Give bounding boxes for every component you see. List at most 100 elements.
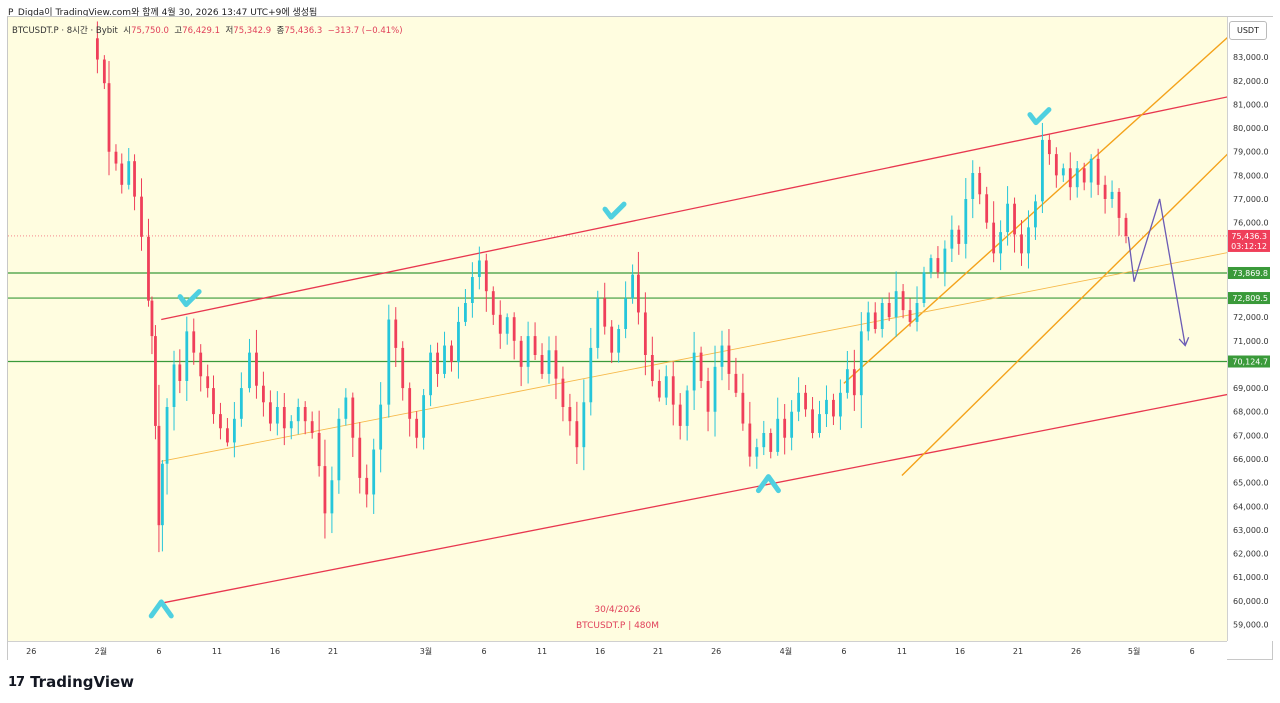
- candle-body: [470, 277, 474, 303]
- legend-open-label: 시: [123, 26, 132, 36]
- candle-body: [165, 407, 169, 464]
- candle: [1089, 154, 1093, 198]
- candle: [832, 393, 835, 426]
- candle-body: [650, 355, 654, 381]
- candle-body: [192, 331, 196, 353]
- candle: [1082, 162, 1086, 191]
- candle-body: [1027, 227, 1030, 254]
- candle-body: [596, 298, 600, 348]
- candle: [776, 397, 780, 456]
- candle-body: [832, 399, 835, 417]
- candle-body: [699, 352, 703, 381]
- candle-body: [936, 258, 940, 273]
- candle-body: [866, 312, 870, 332]
- candle-body: [379, 404, 383, 450]
- candle: [547, 336, 551, 384]
- candle-body: [1103, 184, 1107, 199]
- y-tick-label: 79,000.0: [1233, 148, 1269, 157]
- candle-body: [317, 433, 321, 467]
- chart-watermark: 30/4/2026 BTCUSDT.P | 480M: [0, 602, 1235, 634]
- x-tick-label: 4월: [780, 646, 792, 656]
- candle-body: [498, 314, 502, 334]
- candle: [1110, 180, 1114, 208]
- candle: [915, 286, 919, 332]
- candle-body: [95, 38, 99, 60]
- candle-body: [845, 369, 849, 393]
- candle: [678, 393, 682, 440]
- candle: [957, 225, 961, 255]
- candle-body: [1054, 154, 1058, 176]
- candle: [147, 218, 150, 307]
- candle: [1061, 163, 1065, 182]
- y-tick-label: 68,000.0: [1233, 408, 1269, 417]
- candle-body: [127, 161, 131, 185]
- x-tick-label: 21: [1013, 647, 1023, 656]
- candle-body: [657, 381, 661, 398]
- y-tick-label: 61,000.0: [1233, 573, 1269, 582]
- candle-body: [692, 352, 696, 391]
- candle: [936, 246, 940, 279]
- candle-body: [908, 310, 912, 322]
- candle: [379, 382, 383, 473]
- candle-body: [150, 300, 154, 337]
- x-tick-label: 16: [955, 647, 965, 656]
- candle-body: [443, 345, 446, 374]
- candle-body: [387, 319, 391, 405]
- y-tick-label: 59,000.0: [1233, 620, 1269, 629]
- price-axis[interactable]: [1227, 17, 1273, 641]
- candle: [999, 220, 1003, 271]
- candle-body: [894, 291, 898, 318]
- candle-body: [401, 347, 405, 389]
- time-axis[interactable]: [8, 641, 1227, 660]
- candle: [1096, 148, 1100, 196]
- symbol-legend[interactable]: BTCUSDT.P · 8시간 · Bybit 시75,750.0 고76,42…: [12, 24, 403, 36]
- y-tick-label: 77,000.0: [1233, 195, 1269, 204]
- candle-body: [1068, 168, 1072, 188]
- y-tick-label: 72,000.0: [1233, 313, 1269, 322]
- candles-group: [95, 21, 1128, 553]
- candle: [561, 366, 565, 422]
- candle: [748, 401, 752, 467]
- candle: [818, 400, 821, 438]
- candle-body: [971, 173, 975, 199]
- candle-body: [199, 352, 203, 377]
- tradingview-logo[interactable]: 17 TradingView: [8, 673, 134, 691]
- candle: [1124, 213, 1128, 244]
- candle-body: [547, 350, 551, 374]
- candle: [741, 373, 745, 431]
- legend-low-label: 저: [225, 26, 234, 36]
- candle: [950, 215, 954, 262]
- candle: [908, 298, 912, 327]
- candle-body: [610, 326, 614, 353]
- candle-body: [575, 421, 579, 448]
- candle: [394, 307, 398, 367]
- candle-body: [477, 260, 481, 277]
- candle: [185, 316, 189, 401]
- candle-body: [915, 303, 919, 322]
- candle: [1047, 133, 1051, 165]
- candle: [755, 438, 759, 469]
- candle: [337, 408, 341, 494]
- candle: [127, 148, 131, 190]
- candle-body: [811, 409, 814, 433]
- candle-body: [226, 428, 229, 443]
- level-tag-label: 70,124.7: [1232, 358, 1268, 367]
- candle-body: [394, 319, 398, 348]
- watermark-date: 30/4/2026: [594, 605, 641, 615]
- candle-body: [232, 418, 236, 443]
- currency-button[interactable]: USDT: [1229, 21, 1267, 40]
- legend-close-label: 종: [276, 26, 285, 36]
- candle-body: [464, 303, 467, 322]
- candle: [769, 428, 773, 459]
- candle: [624, 281, 628, 339]
- x-tick-label: 11: [897, 647, 907, 656]
- candle: [484, 253, 488, 312]
- candle-body: [206, 376, 210, 389]
- candle: [219, 402, 222, 440]
- candle: [1041, 122, 1044, 214]
- candle-body: [120, 163, 124, 185]
- candle-body: [436, 352, 439, 374]
- candle: [727, 329, 731, 391]
- candle-body: [484, 260, 488, 292]
